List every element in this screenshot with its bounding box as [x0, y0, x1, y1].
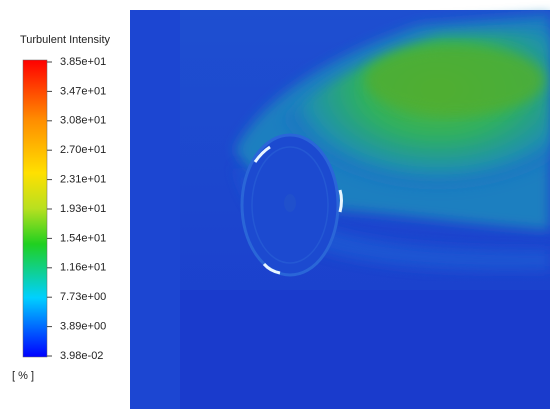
tick-label: 1.93e+01 [60, 203, 106, 215]
tick-label: 1.54e+01 [60, 232, 106, 244]
tick-label: 3.47e+01 [60, 85, 106, 97]
tick-label: 7.73e+00 [60, 291, 106, 303]
tick-label: 2.70e+01 [60, 144, 106, 156]
color-bar [23, 60, 47, 357]
legend-unit: [ % ] [12, 370, 34, 382]
tick-label: 1.16e+01 [60, 262, 106, 274]
legend-ticks: 3.85e+01 3.47e+01 3.08e+01 2.70e+01 2.31e+01… [47, 56, 106, 362]
tick-label: 3.85e+01 [60, 56, 106, 68]
contour-plot [130, 10, 550, 409]
screen: Turbulent Intensity 3.85e+01 3.47e+01 3.08… [0, 0, 550, 409]
legend-title: Turbulent Intensity [20, 34, 111, 46]
tick-label: 2.31e+01 [60, 174, 106, 186]
tick-label: 3.98e-02 [60, 350, 103, 362]
tick-label: 3.89e+00 [60, 321, 106, 333]
tick-label: 3.08e+01 [60, 115, 106, 127]
